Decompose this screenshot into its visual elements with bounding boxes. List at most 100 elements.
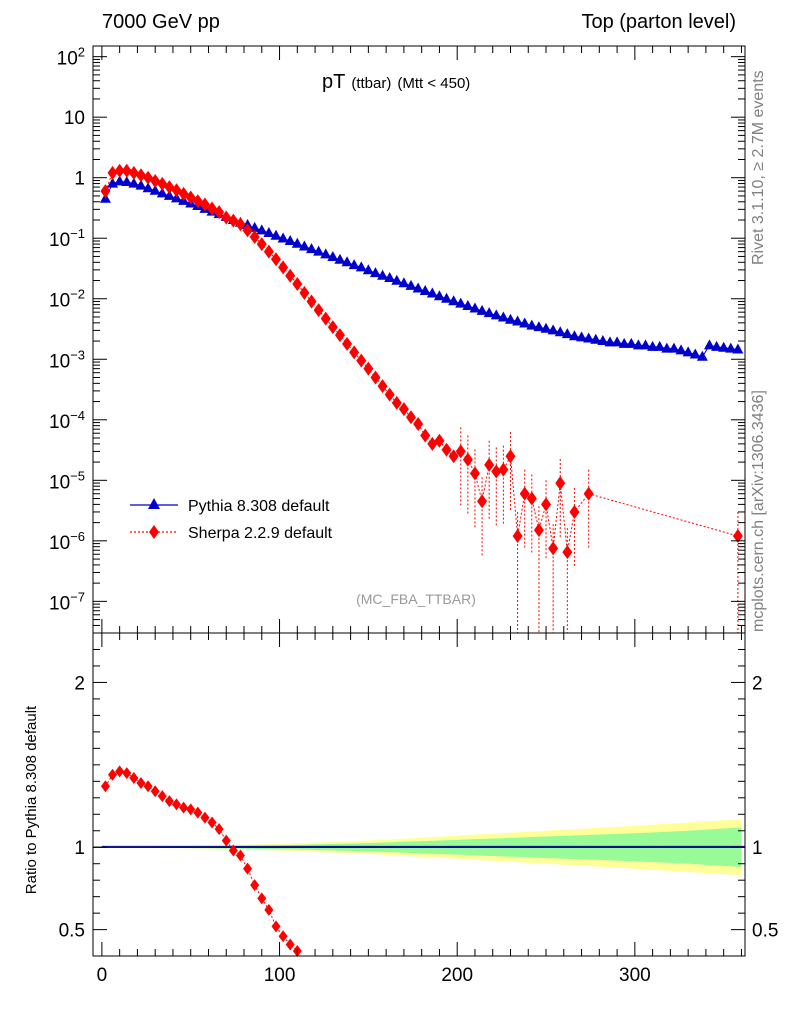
pythia-point	[604, 336, 616, 347]
sherpa-point	[356, 353, 367, 368]
ratio-sherpa-point	[186, 803, 196, 816]
ratio-sherpa-point	[157, 790, 167, 803]
sherpa-point	[526, 491, 537, 506]
sherpa-point	[384, 387, 395, 402]
ratio-sherpa-point	[264, 903, 274, 916]
ratio-sherpa-point	[271, 920, 281, 933]
sherpa-point	[313, 303, 324, 318]
sherpa-point	[235, 217, 246, 232]
pythia-point	[547, 324, 559, 335]
pythia-point	[540, 322, 552, 333]
y-tick-label: 10	[64, 108, 85, 129]
pythia-point	[654, 340, 666, 351]
ratio-sherpa-point	[136, 776, 146, 789]
sherpa-point	[150, 174, 161, 189]
sherpa-point	[100, 184, 111, 199]
x-tick-label: 100	[264, 965, 296, 986]
pythia-point	[256, 224, 268, 235]
pythia-point	[277, 232, 289, 243]
sherpa-point	[505, 449, 516, 464]
pythia-point	[426, 287, 438, 298]
pythia-point	[384, 272, 396, 283]
sherpa-point	[128, 165, 139, 180]
sherpa-point	[455, 444, 466, 459]
legend-label-sherpa: Sherpa 2.2.9 default	[188, 525, 333, 542]
pythia-point	[497, 311, 509, 322]
ratio-sherpa-point	[243, 862, 253, 875]
sherpa-point	[349, 345, 360, 360]
sherpa-point	[583, 486, 594, 501]
sherpa-point	[732, 529, 743, 544]
pythia-point	[576, 331, 588, 342]
plot-title-cut: (Mtt < 450)	[397, 75, 470, 92]
y-tick-label: 102	[57, 45, 85, 70]
sherpa-point	[342, 336, 353, 351]
legend: Pythia 8.308 default Sherpa 2.2.9 defaul…	[130, 498, 333, 542]
ratio-y-tick-label-right: 2	[752, 673, 763, 694]
pythia-point	[519, 317, 531, 328]
ratio-y-tick-label-right: 0.5	[752, 921, 778, 942]
pythia-point	[433, 290, 445, 301]
sherpa-point	[370, 370, 381, 385]
pythia-point	[284, 234, 296, 245]
sherpa-point	[114, 163, 125, 178]
sherpa-point	[278, 260, 289, 275]
pythia-point	[561, 328, 573, 339]
pythia-point	[469, 302, 481, 313]
sherpa-point	[512, 529, 523, 544]
sherpa-point	[320, 311, 331, 326]
ratio-ylabel: Ratio to Pythia 8.308 default	[23, 705, 40, 894]
ratio-y-tick-label-left: 2	[74, 673, 85, 694]
sherpa-point	[484, 457, 495, 472]
y-tick-label: 10−2	[49, 287, 85, 312]
header-right: Top (parton level)	[581, 11, 736, 33]
pythia-point	[313, 245, 325, 256]
pythia-point	[718, 341, 730, 352]
pythia-point	[725, 342, 737, 353]
ratio-sherpa-point	[228, 844, 238, 857]
x-tick-label: 300	[619, 965, 651, 986]
pythia-point	[163, 189, 175, 200]
plot-title-main: pT	[322, 71, 345, 93]
y-tick-label: 10−4	[49, 408, 85, 433]
pythia-point	[625, 337, 637, 348]
pythia-point	[675, 344, 687, 355]
y-tick-label: 10−1	[49, 226, 85, 251]
ratio-sherpa-point	[257, 892, 267, 905]
sherpa-point	[434, 433, 445, 448]
sherpa-point	[285, 268, 296, 283]
ratio-sherpa-point	[115, 765, 125, 778]
pythia-point	[291, 237, 303, 248]
sherpa-point	[363, 361, 374, 376]
pythia-point	[703, 339, 715, 350]
sherpa-point	[555, 476, 566, 491]
sherpa-point	[391, 395, 402, 410]
pythia-point	[405, 279, 417, 290]
pythia-point	[334, 253, 346, 264]
main-data-layer	[99, 163, 744, 633]
y-tick-label: 10−5	[49, 468, 85, 493]
ratio-sherpa-point	[171, 798, 181, 811]
pythia-point	[504, 313, 516, 324]
sherpa-point	[270, 252, 281, 267]
pythia-point	[583, 332, 595, 343]
pythia-point	[369, 267, 381, 278]
ratio-sherpa-point	[285, 938, 295, 951]
sherpa-point	[242, 223, 253, 238]
pythia-point	[398, 277, 410, 288]
pythia-point	[490, 309, 502, 320]
ratio-sherpa-point	[143, 780, 153, 793]
sherpa-point	[107, 165, 118, 180]
pythia-point	[647, 340, 659, 351]
legend-marker-pythia	[148, 498, 160, 509]
header-left: 7000 GeV pp	[102, 11, 220, 33]
y-tick-label: 1	[74, 169, 85, 190]
ratio-sherpa-point	[250, 879, 260, 892]
y-tick-label: 10−7	[49, 589, 85, 614]
legend-entry-pythia: Pythia 8.308 default	[130, 498, 330, 515]
ratio-sherpa-point	[200, 811, 210, 824]
pythia-point	[121, 175, 133, 186]
ratio-y-tick-label-left: 1	[74, 838, 85, 859]
pythia-point	[114, 175, 126, 186]
ratio-sherpa-point	[207, 816, 217, 829]
